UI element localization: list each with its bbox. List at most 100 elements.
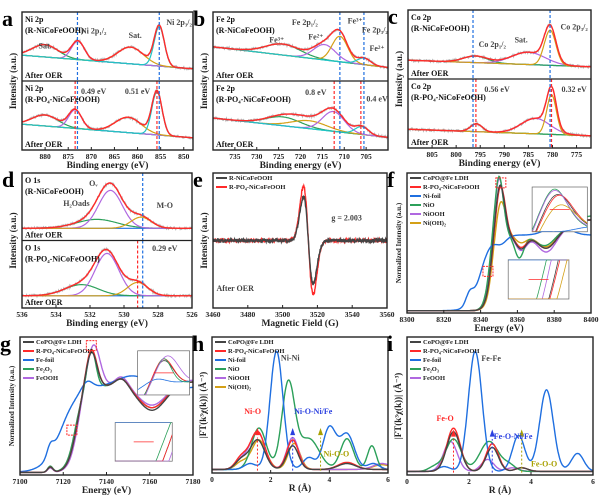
fit-envelope-line [213,28,388,69]
legend-label: CoPO@Fe LDH [423,175,469,182]
series-line-0 [20,351,193,474]
legend-label: Ni-foil [423,193,441,200]
annotation: Ni-O [244,407,261,416]
fit-component-line [213,35,388,69]
zoom-highlight-box [66,424,78,436]
annotation: Sat. [39,41,52,50]
series-line-0 [213,194,387,286]
x-tick-label: 735 [229,152,241,161]
annotation: M-O [157,201,173,210]
x-tick-label: 2 [269,475,273,484]
legend-label: CoPO@Fe LDH [228,339,274,346]
annotation: H₂Oads [63,199,89,208]
x-tick-label: 790 [499,150,511,159]
peak-marker-arrow-icon [489,429,495,437]
x-axis-label: Magnetic Field (G) [261,318,338,329]
legend-label: NiO [423,202,435,209]
subplot-title: Co 2p [411,13,432,22]
plot-area [408,10,591,148]
x-tick-label: 730 [251,152,263,161]
annotation: Fe²⁺ [370,44,385,53]
legend-label: FeOOH [423,375,445,382]
subplot-title: (R-PO₄-NiCoFeOOH) [25,95,100,104]
annotation: Ni-Ni [281,354,300,363]
legend-label: R-NiCoFeOOH [229,175,272,182]
x-tick-label: 6 [591,477,595,486]
x-axis-label: Energy (eV) [82,485,131,496]
subplot-title: (R-NiCoFeOOH) [411,24,470,33]
peak-marker-arrow-icon [290,428,296,436]
x-tick-label: 534 [50,310,62,319]
x-tick-label: 3560 [380,310,395,319]
fit-component-line [213,46,388,69]
x-tick-label: 2 [467,477,471,486]
annotation: Fe-O [436,414,453,423]
x-tick-label: 725 [273,152,285,161]
legend-label: CoPO@Fe LDH [423,339,469,346]
y-axis-label: Intensity (a.u.) [199,53,209,109]
subplot-footer: After OER [25,298,63,307]
x-tick-label: 8360 [510,315,525,324]
inset-series-line [532,194,588,232]
annotation: Co 2p₃/₂ [561,22,589,31]
subplot-footer: After OER [25,140,63,149]
x-tick-label: 4 [529,477,533,486]
x-tick-label: 7120 [56,477,71,486]
annotation: 0.56 eV [484,85,510,94]
subplot-title: (R-PO₄-NiCoFeOOH) [411,93,486,102]
x-tick-label: 526 [186,310,198,319]
legend-label: Fe₂O₃ [423,366,439,373]
panel-letter: a [2,6,13,31]
x-tick-label: 3480 [240,310,255,319]
plot-area [212,350,388,471]
legend-label: R-PO₄-NiCoFeOOH [36,348,92,355]
y-axis-label: Normalized Intensity (a.u.) [8,365,16,446]
zoom-highlight-box [495,177,507,189]
legend-label: R-PO₄-NiCoFeOOH [423,348,479,355]
legend: CoPO@Fe LDH R-PO₄-NiCoFeOOH Ni-foil NiO NiOO… [215,339,284,391]
x-tick-label: 7180 [186,477,201,486]
legend-label: CoPO@Fe LDH [36,339,82,346]
annotation: 0.4 eV [366,94,388,103]
fit-envelope-line [408,85,591,137]
legend-label: Fe-foil [423,357,441,364]
zoom-highlight-box [482,265,494,277]
series-line-2 [212,350,388,471]
annotation: Ni-O-O [323,449,349,458]
x-tick-label: 800 [451,150,463,159]
subplot-title: (R-PO₄-NiCoFeOOH) [216,95,291,104]
fit-envelope-line [408,23,591,68]
panel-c: c Co 2p (R-NiCoFeOOH) After OER Co 2p₁/₂ Sat.… [388,4,592,169]
y-axis-label: Intensity (a.u.) [8,53,18,109]
x-tick-label: 850 [178,152,190,161]
x-tick-label: 8340 [473,315,488,324]
panel-letter: h [192,331,204,356]
x-axis-label: R (Å) [289,482,311,494]
panel-letter: e [193,167,203,192]
subplot-title: (R-PO₄-NiCoFeOOH) [25,255,100,264]
annotation: g = 2.003 [331,213,362,222]
annotation: Sat. [129,31,142,40]
inset-series-line [115,422,173,462]
x-tick-label: 785 [523,150,535,159]
legend-label: Fe₂O₃ [36,366,52,373]
annotation: 0.51 eV [125,87,151,96]
subplot-title: (R-NiCoFeOOH) [216,26,275,35]
panel-letter: b [193,6,205,31]
x-tick-label: 3540 [345,310,360,319]
legend: CoPO@Fe LDH R-PO₄-NiCoFeOOH Fe-foil Fe₂O₃ Fe… [410,339,479,382]
annotation: Fe²⁺ [308,32,323,41]
x-axis-label: R (Å) [489,484,511,496]
inset-series-line [508,259,569,299]
x-axis-label: Binding energy (eV) [67,160,149,171]
y-axis-label: Intensity (a.u.) [199,212,209,268]
x-axis-label: Binding energy (eV) [260,160,342,171]
x-tick-label: 7100 [13,477,28,486]
subplot-title: O 1s [25,244,40,253]
subplot-title: Fe 2p [216,15,235,24]
inset-series-line [532,204,588,232]
plot-area [213,182,387,296]
y-axis-label: Normalized Intensity (a.u.) [395,202,403,283]
x-tick-label: 710 [339,152,351,161]
plot-frame [21,11,194,151]
